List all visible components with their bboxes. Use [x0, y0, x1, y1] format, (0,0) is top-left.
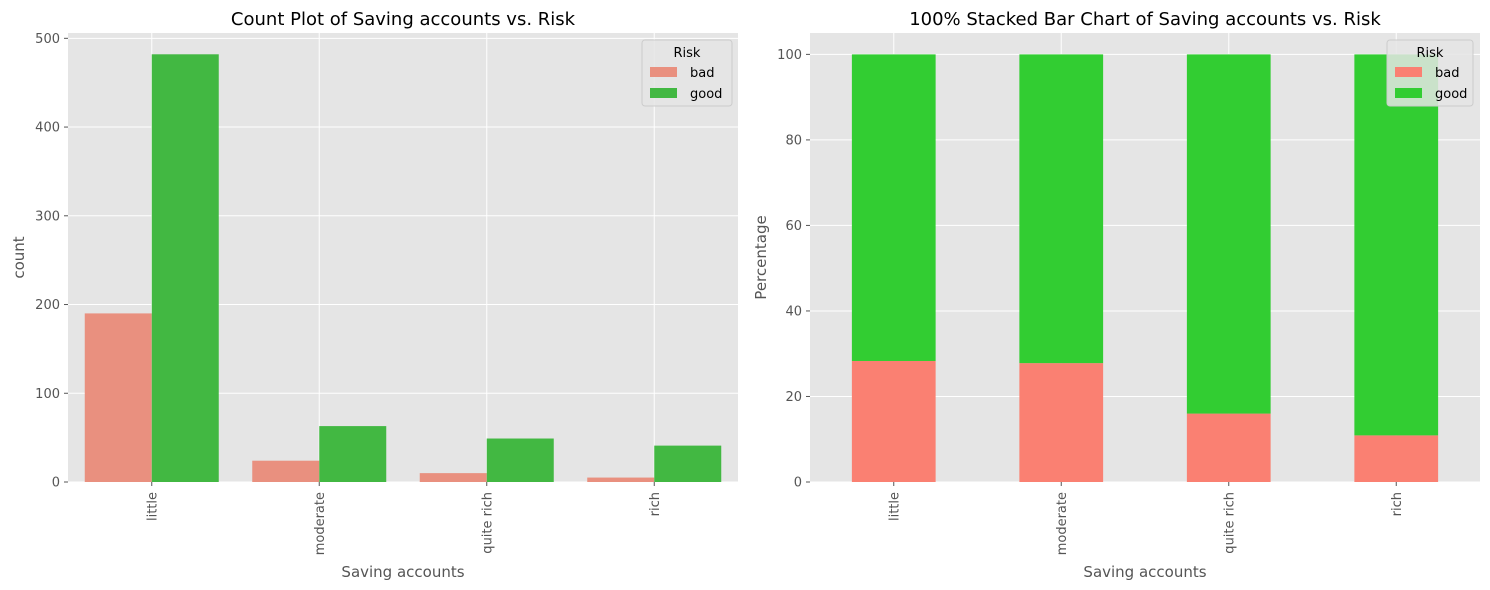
count-plot-bar-bad [84, 313, 152, 482]
count-plot-bar-bad [252, 460, 320, 482]
count-plot-legend-label-bad: bad [690, 66, 714, 81]
stacked-plot-x-axis-label: Saving accounts [1083, 563, 1206, 581]
count-plot-bar-bad [587, 477, 655, 482]
count-plot-y-axis-label: count [10, 236, 28, 278]
count-plot-bar-good [486, 438, 554, 482]
stacked-plot-y-tick-label: 80 [785, 133, 802, 148]
stacked-plot-legend-swatch-bad [1395, 67, 1422, 77]
count-plot-x-tick-label: quite rich [480, 492, 495, 554]
count-plot-y-tick-label: 500 [35, 32, 60, 47]
count-plot-x-tick-label: moderate [313, 492, 328, 555]
count-plot-y-tick-label: 0 [52, 476, 60, 491]
stacked-plot-y-tick-label: 60 [785, 219, 802, 234]
stacked-plot-legend-label-bad: bad [1435, 66, 1459, 81]
stacked-plot-legend: Risk bad good [1386, 39, 1474, 107]
count-plot-y-tick-label: 400 [35, 121, 60, 136]
stacked-plot-y-axis-label: Percentage [752, 215, 770, 299]
count-plot-bar-good [151, 54, 219, 482]
stacked-plot-x-tick-label: moderate [1055, 492, 1070, 555]
stacked-plot-bars [851, 54, 1439, 482]
stacked-plot-bar-good [1019, 54, 1104, 364]
count-plot-x-tick-label: rich [648, 492, 663, 516]
count-plot-bars [84, 54, 722, 482]
stacked-plot-y-tick-label: 0 [794, 476, 802, 491]
stacked-bar-chart: 0 20 40 60 80 100 little moderate quite rich ric… [752, 9, 1480, 581]
stacked-plot-y-ticks: 0 20 40 60 80 100 [777, 48, 810, 491]
stacked-plot-y-tick-label: 20 [785, 390, 802, 405]
stacked-plot-legend-title: Risk [1417, 46, 1444, 61]
stacked-plot-bar-good [1354, 54, 1439, 436]
count-plot-x-tick-label: little [145, 492, 160, 521]
count-plot-legend-swatch-bad [650, 67, 677, 77]
stacked-plot-x-tick-label: quite rich [1222, 492, 1237, 554]
stacked-plot-bar-good [1186, 54, 1271, 414]
stacked-plot-title: 100% Stacked Bar Chart of Saving account… [909, 9, 1381, 30]
count-plot-bar-bad [419, 473, 487, 482]
stacked-plot-x-ticks: little moderate quite rich rich [887, 482, 1405, 555]
stacked-plot-x-tick-label: rich [1390, 492, 1405, 516]
count-plot-chart: 0 100 200 300 400 500 little moderate quite ric… [10, 9, 738, 581]
count-plot-y-ticks: 0 100 200 300 400 500 [35, 32, 68, 491]
stacked-plot-bar-good [851, 54, 936, 361]
count-plot-legend-swatch-good [650, 88, 677, 98]
count-plot-title: Count Plot of Saving accounts vs. Risk [231, 9, 576, 30]
stacked-plot-bar-bad [1354, 435, 1439, 482]
stacked-plot-x-tick-label: little [887, 492, 902, 521]
stacked-plot-bar-bad [851, 360, 936, 482]
count-plot-y-tick-label: 100 [35, 387, 60, 402]
count-plot-legend-label-good: good [690, 87, 722, 102]
count-plot-bar-good [654, 445, 722, 482]
stacked-plot-y-tick-label: 40 [785, 304, 802, 319]
stacked-plot-y-tick-label: 100 [777, 48, 802, 63]
count-plot-legend-title: Risk [674, 46, 701, 61]
stacked-plot-legend-label-good: good [1435, 87, 1467, 102]
count-plot-x-axis-label: Saving accounts [341, 563, 464, 581]
count-plot-bar-good [319, 426, 387, 482]
count-plot-y-tick-label: 200 [35, 298, 60, 313]
stacked-plot-bar-bad [1019, 363, 1104, 482]
count-plot-x-ticks: little moderate quite rich rich [145, 482, 663, 555]
count-plot-y-tick-label: 300 [35, 209, 60, 224]
stacked-plot-bar-bad [1186, 413, 1271, 482]
count-plot-legend: Risk bad good [641, 39, 733, 107]
stacked-plot-legend-swatch-good [1395, 88, 1422, 98]
